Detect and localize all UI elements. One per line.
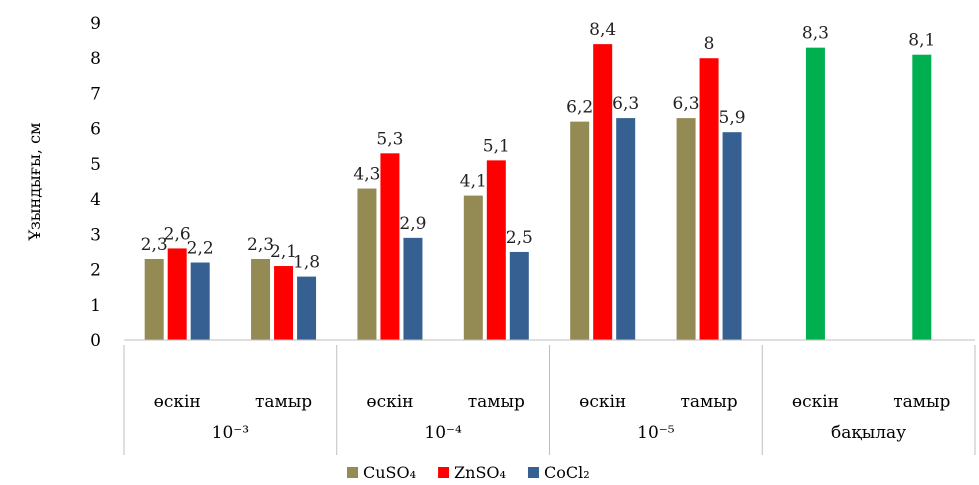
y-tick-label: 2 (90, 261, 101, 281)
y-tick-label: 8 (90, 49, 101, 69)
data-label: 8 (704, 34, 715, 54)
x-category-label: тамыр (468, 392, 525, 412)
data-label: 8,3 (802, 24, 829, 44)
bar (357, 188, 377, 340)
legend-swatch (438, 467, 450, 478)
legend-label: CoCl₂ (544, 463, 590, 482)
data-label: 6,3 (612, 94, 639, 114)
x-category-label: тамыр (680, 392, 737, 412)
data-label: 6,2 (566, 98, 593, 118)
legend: CuSO₄ ZnSO₄ CoCl₂ (347, 463, 590, 482)
x-category-label: өскін (792, 392, 839, 412)
bar (463, 195, 483, 340)
x-group-label: 10⁻³ (212, 423, 249, 443)
data-label: 1,8 (293, 253, 320, 273)
y-axis-label: Ұзындығы, см (25, 123, 44, 242)
data-label: 5,3 (376, 129, 403, 149)
data-label: 5,9 (719, 108, 746, 128)
bar (144, 258, 164, 340)
y-tick-label: 7 (90, 84, 101, 104)
bar (699, 58, 719, 340)
data-label: 2,5 (506, 228, 533, 248)
data-label: 2,9 (399, 214, 426, 234)
legend-swatch (347, 467, 358, 478)
x-group-label: 10⁻⁵ (637, 423, 675, 443)
data-labels: 2,32,62,2 2,32,11,84,35,32,94,15,12,56,28… (141, 20, 936, 272)
bar (676, 118, 696, 340)
y-tick-label: 4 (90, 190, 101, 210)
data-label: 8,4 (589, 20, 616, 40)
data-label: 2,2 (187, 239, 214, 259)
bar-control (912, 54, 932, 340)
bar (486, 160, 506, 340)
bar (190, 262, 210, 340)
data-label: 2,3 (141, 235, 168, 255)
y-tick-label: 9 (90, 14, 101, 34)
bar (509, 251, 529, 340)
bar (380, 153, 400, 340)
y-tick-label: 5 (90, 155, 101, 175)
x-category-label: өскін (154, 392, 201, 412)
y-axis: 0 1 2 3 4 5 6 7 8 9 Ұзындығы, см (25, 14, 101, 351)
legend-label: ZnSO₄ (454, 463, 506, 482)
data-label: 5,1 (483, 136, 510, 156)
x-group-label: 10⁻⁴ (424, 423, 462, 443)
x-category-label: тамыр (255, 392, 312, 412)
data-label: 2,3 (247, 235, 274, 255)
data-label: 2,1 (270, 242, 297, 262)
y-tick-label: 0 (90, 331, 101, 351)
data-label: 4,1 (460, 172, 487, 192)
x-group-label: бақылау (831, 423, 906, 443)
bar-control (805, 47, 825, 341)
y-tick-label: 1 (90, 296, 101, 316)
bars (144, 44, 932, 341)
y-tick-label: 6 (90, 120, 101, 140)
bar (570, 121, 590, 340)
legend-swatch (527, 467, 539, 478)
bar (167, 248, 187, 340)
x-axis: өскін тамыр өскін тамыр өскін тамыр өскін тамыр… (123, 339, 976, 455)
bar (616, 118, 636, 340)
bar (403, 237, 423, 340)
bar (274, 266, 294, 340)
data-label: 8,1 (908, 31, 935, 51)
data-label: 2,6 (164, 224, 191, 244)
x-category-label: өскін (366, 392, 413, 412)
data-label: 4,3 (353, 165, 380, 185)
data-label: 6,3 (673, 94, 700, 114)
bar (722, 132, 742, 340)
legend-label: CuSO₄ (363, 463, 416, 482)
x-category-label: өскін (579, 392, 626, 412)
bar (297, 276, 317, 340)
bar (251, 258, 271, 340)
y-tick-label: 3 (90, 225, 101, 245)
bar (593, 44, 613, 341)
x-category-label: тамыр (893, 392, 950, 412)
